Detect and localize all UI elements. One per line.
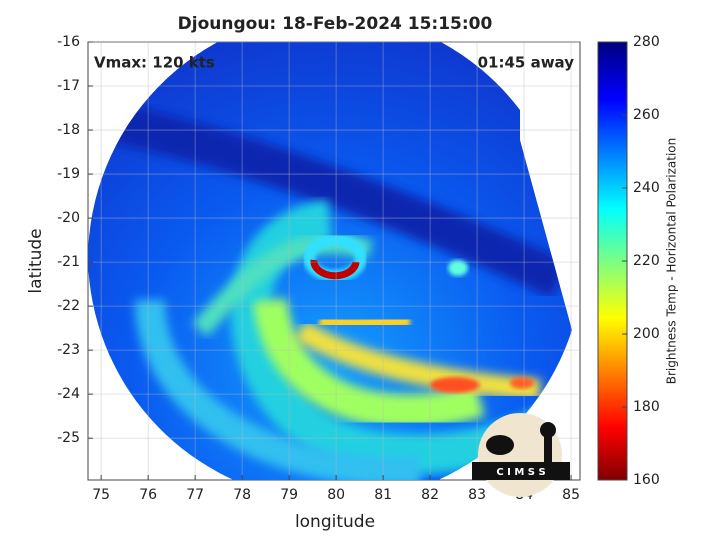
y-tick-label: -17	[57, 78, 80, 94]
x-axis-label: longitude	[295, 512, 375, 532]
chart-title: Djoungou: 18-Feb-2024 15:15:00	[178, 14, 493, 34]
y-axis-label: latitude	[26, 228, 46, 293]
colorbar-tick-label: 240	[633, 180, 660, 196]
y-tick-label: -21	[57, 254, 80, 270]
x-tick-label: 76	[139, 487, 157, 503]
y-tick-label: -20	[57, 210, 80, 226]
x-tick-label: 77	[186, 487, 204, 503]
x-tick-label: 79	[280, 487, 298, 503]
x-tick-label: 78	[233, 487, 251, 503]
logo: C I M S S	[472, 413, 570, 497]
x-tick-label: 82	[421, 487, 439, 503]
colorbar-tick-label: 220	[633, 253, 660, 269]
y-tick-label: -23	[57, 342, 80, 358]
colorbar-tick-label: 160	[633, 472, 660, 488]
colorbar-tick-label: 180	[633, 399, 660, 415]
colorbar-tick-label: 260	[633, 107, 660, 123]
colorbar-tick-label: 200	[633, 326, 660, 342]
x-tick-label: 81	[374, 487, 392, 503]
x-tick-label: 83	[468, 487, 486, 503]
annotation: Vmax: 120 kts	[94, 54, 215, 72]
y-tick-label: -16	[57, 34, 80, 50]
y-tick-label: -22	[57, 298, 80, 314]
logo-text: C I M S S	[496, 467, 545, 478]
x-tick-label: 80	[327, 487, 345, 503]
colorbar-tick-label: 280	[633, 34, 660, 50]
x-tick-label: 75	[92, 487, 110, 503]
y-tick-label: -18	[57, 122, 80, 138]
colorbar-label: Brightness Temp - Horizontal Polarizatio…	[665, 138, 679, 385]
y-tick-label: -25	[57, 430, 80, 446]
y-tick-label: -19	[57, 166, 80, 182]
y-tick-label: -24	[57, 386, 80, 402]
x-tick-label: 85	[562, 487, 580, 503]
annotation: 01:45 away	[478, 54, 575, 72]
